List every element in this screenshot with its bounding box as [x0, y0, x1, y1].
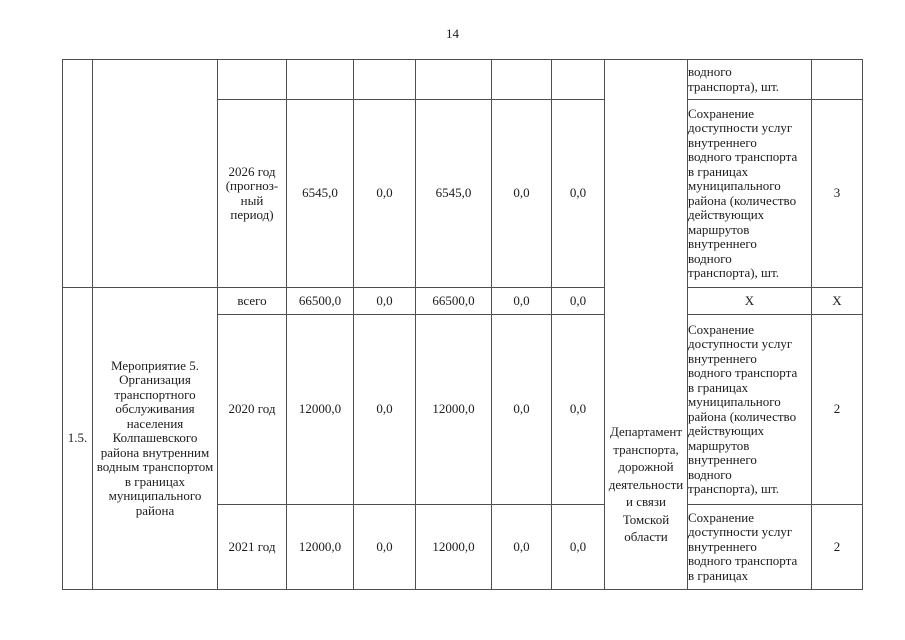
cell-indicator-value-total: X — [811, 287, 863, 315]
cell-item-number-continued — [62, 59, 93, 288]
cell-local-2020: 0,0 — [491, 314, 552, 505]
cell-period-2026: 2026 год (прогноз- ный период) — [217, 99, 287, 288]
cell-indicator-value-2021: 2 — [811, 504, 863, 590]
cell-indicator-tail: водного транспорта), шт. — [687, 59, 812, 100]
cell-local-empty — [491, 59, 552, 100]
cell-executor: Департамент транспорта, дорожной деятель… — [604, 59, 688, 590]
table-row-2021: 2021 год 12000,0 0,0 12000,0 0,0 0,0 Сох… — [63, 504, 863, 590]
cell-total-empty — [286, 59, 354, 100]
cell-measure-continued — [92, 59, 218, 288]
cell-local-2021: 0,0 — [491, 504, 552, 590]
cell-total-total: 66500,0 — [286, 287, 354, 315]
cell-period-empty — [217, 59, 287, 100]
cell-federal-2020: 0,0 — [353, 314, 416, 505]
cell-total-2026: 6545,0 — [286, 99, 354, 288]
cell-federal-2021: 0,0 — [353, 504, 416, 590]
cell-regional-2026: 6545,0 — [415, 99, 492, 288]
cell-item-number: 1.5. — [62, 287, 93, 590]
cell-indicator-value-empty — [811, 59, 863, 100]
cell-period-total: всего — [217, 287, 287, 315]
program-financing-table: Департамент транспорта, дорожной деятель… — [62, 59, 863, 590]
cell-regional-empty — [415, 59, 492, 100]
cell-regional-total: 66500,0 — [415, 287, 492, 315]
cell-federal-empty — [353, 59, 416, 100]
cell-indicator-value-2026: 3 — [811, 99, 863, 288]
cell-indicator-2026: Сохранение доступности услуг внутреннего… — [687, 99, 812, 288]
cell-indicator-value-2020: 2 — [811, 314, 863, 505]
cell-extra-2021: 0,0 — [551, 504, 605, 590]
cell-period-2021: 2021 год — [217, 504, 287, 590]
cell-regional-2020: 12000,0 — [415, 314, 492, 505]
cell-indicator-total: X — [687, 287, 812, 315]
cell-total-2021: 12000,0 — [286, 504, 354, 590]
table-row-2020: 2020 год 12000,0 0,0 12000,0 0,0 0,0 Сох… — [63, 314, 863, 505]
cell-local-2026: 0,0 — [491, 99, 552, 288]
cell-indicator-2021: Сохранение доступности услуг внутреннего… — [687, 504, 812, 590]
executor-name: Департамент транспорта, дорожной деятель… — [608, 424, 684, 545]
table-row-continued: Департамент транспорта, дорожной деятель… — [62, 59, 863, 590]
cell-regional-2021: 12000,0 — [415, 504, 492, 590]
cell-extra-2026: 0,0 — [551, 99, 605, 288]
page-number: 14 — [446, 26, 459, 41]
cell-federal-2026: 0,0 — [353, 99, 416, 288]
cell-total-2020: 12000,0 — [286, 314, 354, 505]
cell-extra-2020: 0,0 — [551, 314, 605, 505]
cell-federal-total: 0,0 — [353, 287, 416, 315]
cell-extra-empty — [551, 59, 605, 100]
cell-indicator-2020: Сохранение доступности услуг внутреннего… — [687, 314, 812, 505]
cell-local-total: 0,0 — [491, 287, 552, 315]
cell-extra-total: 0,0 — [551, 287, 605, 315]
cell-period-2020: 2020 год — [217, 314, 287, 505]
table-row-total: 1.5. Мероприятие 5. Организация транспор… — [62, 287, 863, 590]
cell-measure-name: Мероприятие 5. Организация транспортного… — [92, 287, 218, 590]
table-row-2026: 2026 год (прогноз- ный период) 6545,0 0,… — [63, 99, 863, 288]
